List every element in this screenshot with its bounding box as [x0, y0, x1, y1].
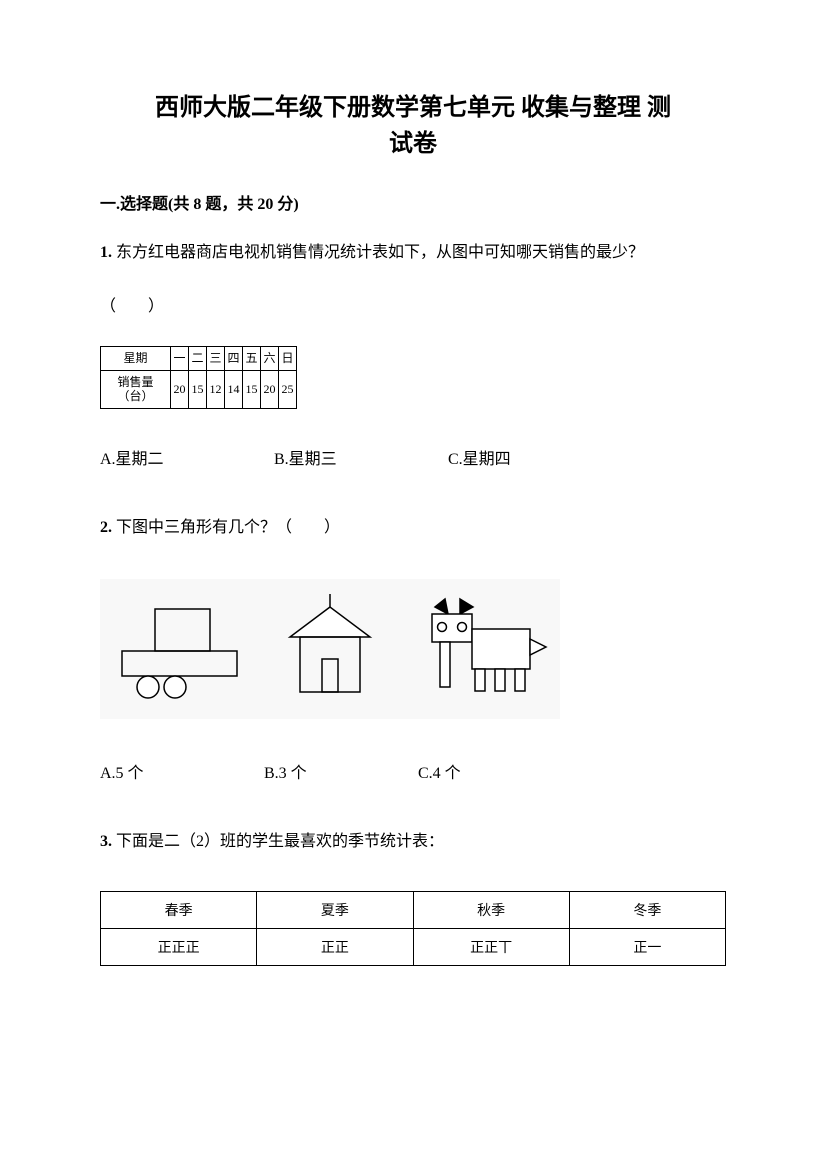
q1-val: 20: [261, 370, 279, 408]
q3-text: 下面是二（2）班的学生最喜欢的季节统计表：: [116, 833, 444, 850]
question-2: 2. 下图中三角形有几个？（ ）: [100, 513, 726, 543]
q3-col: 夏季: [257, 892, 413, 929]
q1-val: 12: [207, 370, 225, 408]
q1-table: 星期 一 二 三 四 五 六 日 销售量（台） 20 15 12 14 15 2…: [100, 346, 297, 408]
q1-day: 二: [189, 347, 207, 370]
q1-table-data-row: 销售量（台） 20 15 12 14 15 20 25: [101, 370, 297, 408]
title-line-2: 试卷: [100, 126, 726, 162]
house-icon: [290, 594, 370, 692]
q1-th-weekday: 星期: [101, 347, 171, 370]
q3-cell: 正正正: [101, 929, 257, 966]
section-header: 一.选择题(共 8 题，共 20 分): [100, 190, 726, 214]
q1-day: 三: [207, 347, 225, 370]
q1-opt-c: C.星期四: [448, 445, 511, 469]
q1-number: 1.: [100, 244, 112, 261]
q3-cell: 正一: [569, 929, 725, 966]
q3-col: 春季: [101, 892, 257, 929]
q1-val: 14: [225, 370, 243, 408]
q1-options: A.星期二 B.星期三 C.星期四: [100, 445, 726, 469]
q1-opt-b: B.星期三: [274, 445, 444, 469]
q1-text: 东方红电器商店电视机销售情况统计表如下，从图中可知哪天销售的最少？: [116, 244, 644, 261]
truck-icon: [122, 609, 237, 698]
q1-day: 日: [279, 347, 297, 370]
q2-opt-b: B.3 个: [264, 759, 414, 783]
q2-opt-a: A.5 个: [100, 759, 260, 783]
shapes-svg: [100, 579, 560, 719]
q2-shapes-figure: [100, 579, 560, 719]
q3-table: 春季 夏季 秋季 冬季 正正正 正正 正正丅 正一: [100, 891, 726, 966]
q1-day: 五: [243, 347, 261, 370]
question-1: 1. 东方红电器商店电视机销售情况统计表如下，从图中可知哪天销售的最少？: [100, 238, 726, 268]
q1-answer-blank: （ ）: [100, 292, 726, 316]
q1-table-header-row: 星期 一 二 三 四 五 六 日: [101, 347, 297, 370]
q1-opt-a: A.星期二: [100, 445, 270, 469]
q3-cell: 正正: [257, 929, 413, 966]
page-title: 西师大版二年级下册数学第七单元 收集与整理 测 试卷: [100, 90, 726, 162]
question-3: 3. 下面是二（2）班的学生最喜欢的季节统计表：: [100, 827, 726, 857]
q1-day: 四: [225, 347, 243, 370]
q2-opt-c: C.4 个: [418, 759, 461, 783]
q3-data-row: 正正正 正正 正正丅 正一: [101, 929, 726, 966]
q3-cell: 正正丅: [413, 929, 569, 966]
q3-col: 秋季: [413, 892, 569, 929]
q1-val: 25: [279, 370, 297, 408]
q1-day: 一: [171, 347, 189, 370]
q2-options: A.5 个 B.3 个 C.4 个: [100, 759, 726, 783]
q2-text: 下图中三角形有几个？（ ）: [116, 519, 340, 536]
q1-day: 六: [261, 347, 279, 370]
q2-number: 2.: [100, 519, 112, 536]
cow-icon: [432, 599, 546, 691]
q3-header-row: 春季 夏季 秋季 冬季: [101, 892, 726, 929]
title-line-1: 西师大版二年级下册数学第七单元 收集与整理 测: [100, 90, 726, 126]
q3-number: 3.: [100, 833, 112, 850]
q3-col: 冬季: [569, 892, 725, 929]
q1-val: 20: [171, 370, 189, 408]
q1-val: 15: [189, 370, 207, 408]
q1-val: 15: [243, 370, 261, 408]
q1-th-sales: 销售量（台）: [101, 370, 171, 408]
